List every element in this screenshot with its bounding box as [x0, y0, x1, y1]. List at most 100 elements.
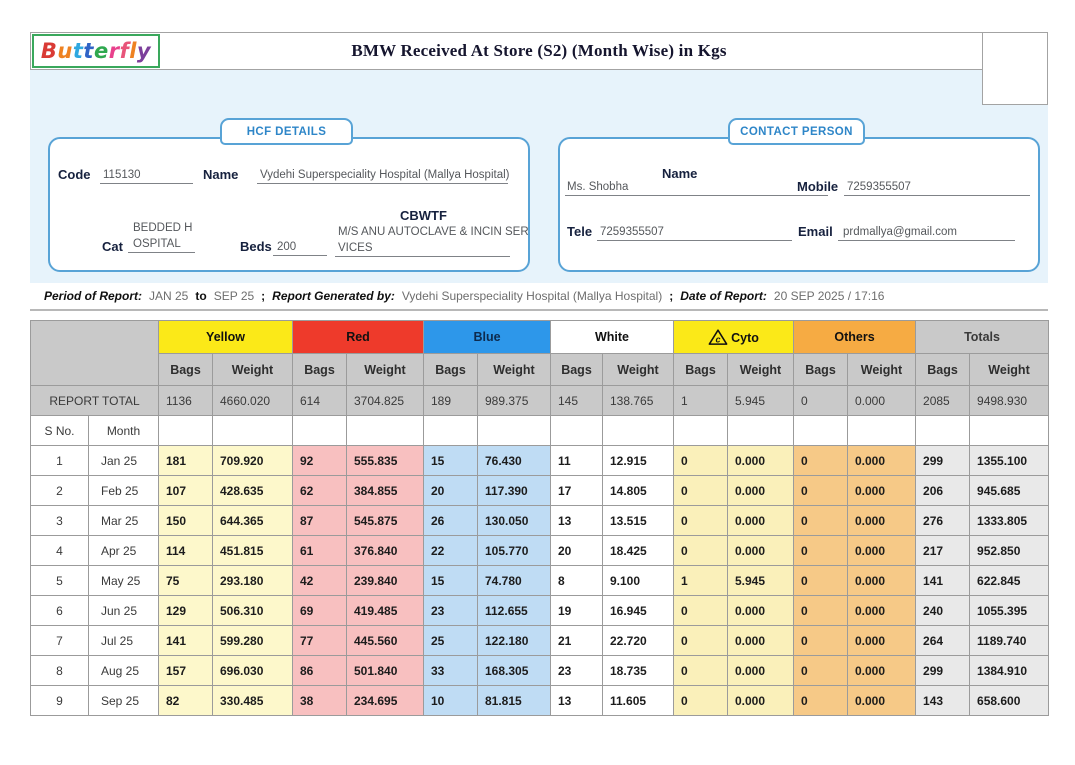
contact-name-value: Ms. Shobha — [567, 181, 629, 193]
logo-letter: B — [40, 39, 58, 63]
hcf-cat-value-line2: OSPITAL — [133, 238, 181, 250]
yellow-weight-cell: 293.180 — [212, 565, 293, 596]
red-weight-cell: 419.485 — [346, 595, 424, 626]
column-group-white: White — [550, 320, 674, 354]
report-meta-bar: Period of Report: JAN 25 to SEP 25 ; Rep… — [30, 283, 1048, 311]
others-bags-cell: 0 — [793, 595, 848, 626]
column-group-label: Red — [346, 330, 370, 344]
empty-header-cell — [477, 415, 551, 446]
empty-header-cell — [423, 415, 478, 446]
month-cell: Mar 25 — [88, 505, 159, 536]
empty-header-cell — [969, 415, 1050, 446]
white-bags-cell: 19 — [550, 595, 603, 626]
yellow-bags-cell: 141 — [158, 625, 213, 656]
others-bags-cell: 0 — [793, 475, 848, 506]
blue-bags-cell: 15 — [423, 445, 478, 476]
others-weight-cell: 0.000 — [846, 505, 917, 536]
report-generated-by-label: Report Generated by: — [272, 289, 395, 303]
corner-box — [982, 32, 1048, 105]
hcf-name-value: Vydehi Superspeciality Hospital (Mallya … — [260, 169, 510, 181]
sub-header-bags: Bags — [423, 353, 478, 386]
blue-bags-cell: 33 — [423, 655, 478, 686]
totals-weight-cell: 1189.740 — [969, 625, 1050, 656]
month-data-row: 7 Jul 25 141 599.280 77 445.560 25 122.180 21 22.… — [30, 625, 1050, 656]
sub-header-weight: Weight — [346, 353, 424, 386]
totals-bags-cell: 240 — [915, 595, 971, 626]
month-data-row: 4 Apr 25 114 451.815 61 376.840 22 105.770 20 18.… — [30, 535, 1050, 566]
hcf-cbwtf-value-line2: VICES — [338, 242, 373, 254]
sub-header-weight: Weight — [969, 353, 1050, 386]
report-total-cell: 989.375 — [477, 385, 551, 416]
report-header: BMW Received At Store (S2) (Month Wise) … — [30, 32, 1048, 70]
meta-separator-2: ; — [669, 289, 674, 303]
hcf-name-underline — [257, 167, 508, 184]
period-from-value: JAN 25 — [149, 289, 189, 303]
month-cell: May 25 — [88, 565, 159, 596]
cyto-bags-cell: 0 — [673, 475, 728, 506]
totals-weight-cell: 1055.395 — [969, 595, 1050, 626]
white-weight-cell: 18.735 — [602, 655, 674, 686]
bmw-monthly-table: Yellow Red Blue White c Cyto Others Totals Bags… — [30, 320, 1050, 716]
sno-cell: 9 — [30, 685, 89, 716]
sub-header-weight: Weight — [212, 353, 293, 386]
column-group-label: Blue — [473, 330, 501, 344]
totals-weight-cell: 658.600 — [969, 685, 1050, 716]
totals-weight-cell: 1333.805 — [969, 505, 1050, 536]
column-group-label: Yellow — [206, 330, 245, 344]
contact-email-label: Email — [798, 224, 833, 239]
contact-tele-value: 7259355507 — [600, 226, 664, 238]
sno-month-header-row: S No. Month — [30, 415, 1050, 446]
sno-cell: 3 — [30, 505, 89, 536]
empty-header-cell — [846, 415, 917, 446]
sno-cell: 2 — [30, 475, 89, 506]
blue-bags-cell: 26 — [423, 505, 478, 536]
hcf-cbwtf-underline — [335, 240, 510, 257]
red-weight-cell: 234.695 — [346, 685, 424, 716]
cyto-weight-cell: 0.000 — [727, 445, 794, 476]
others-bags-cell: 0 — [793, 565, 848, 596]
month-cell: Aug 25 — [88, 655, 159, 686]
contact-name-underline — [565, 179, 828, 196]
cyto-bags-cell: 0 — [673, 625, 728, 656]
svg-text:c: c — [716, 335, 721, 345]
sub-header-weight: Weight — [602, 353, 674, 386]
month-data-row: 1 Jan 25 181 709.920 92 555.835 15 76.430 11 12.9… — [30, 445, 1050, 476]
contact-person-box — [558, 137, 1040, 272]
yellow-bags-cell: 75 — [158, 565, 213, 596]
totals-bags-cell: 143 — [915, 685, 971, 716]
column-group-totals: Totals — [915, 320, 1050, 354]
period-to-value: SEP 25 — [213, 289, 255, 303]
report-total-cell: 0.000 — [846, 385, 917, 416]
column-group-others: Others — [792, 320, 917, 354]
empty-header-cell — [793, 415, 848, 446]
blue-weight-cell: 76.430 — [477, 445, 551, 476]
contact-name-label: Name — [662, 166, 698, 181]
contact-tele-underline — [597, 224, 792, 241]
month-cell: Jun 25 — [88, 595, 159, 626]
butterfly-logo: Butterfly — [32, 34, 160, 68]
yellow-bags-cell: 150 — [158, 505, 213, 536]
white-bags-cell: 17 — [550, 475, 603, 506]
report-total-cell: 0 — [793, 385, 848, 416]
hcf-code-underline — [100, 167, 193, 184]
sub-header-bags: Bags — [158, 353, 213, 386]
totals-bags-cell: 141 — [915, 565, 971, 596]
sno-cell: 4 — [30, 535, 89, 566]
logo-letter: l — [129, 39, 137, 63]
empty-header-cell — [158, 415, 213, 446]
totals-bags-cell: 299 — [915, 655, 971, 686]
yellow-bags-cell: 157 — [158, 655, 213, 686]
logo-letter: f — [119, 39, 130, 63]
red-weight-cell: 384.855 — [346, 475, 424, 506]
empty-header-cell — [346, 415, 424, 446]
sub-header-row: Bags Weight Bags Weight Bags Weight Bags Weight… — [31, 353, 1050, 386]
column-group-yellow: Yellow — [158, 320, 293, 354]
contact-person-tab: CONTACT PERSON — [728, 118, 865, 145]
logo-letter: e — [93, 39, 109, 63]
sub-header-bags: Bags — [793, 353, 848, 386]
cyto-weight-cell: 0.000 — [727, 685, 794, 716]
white-weight-cell: 18.425 — [602, 535, 674, 566]
sno-cell: 6 — [30, 595, 89, 626]
hcf-details-box — [48, 137, 530, 272]
